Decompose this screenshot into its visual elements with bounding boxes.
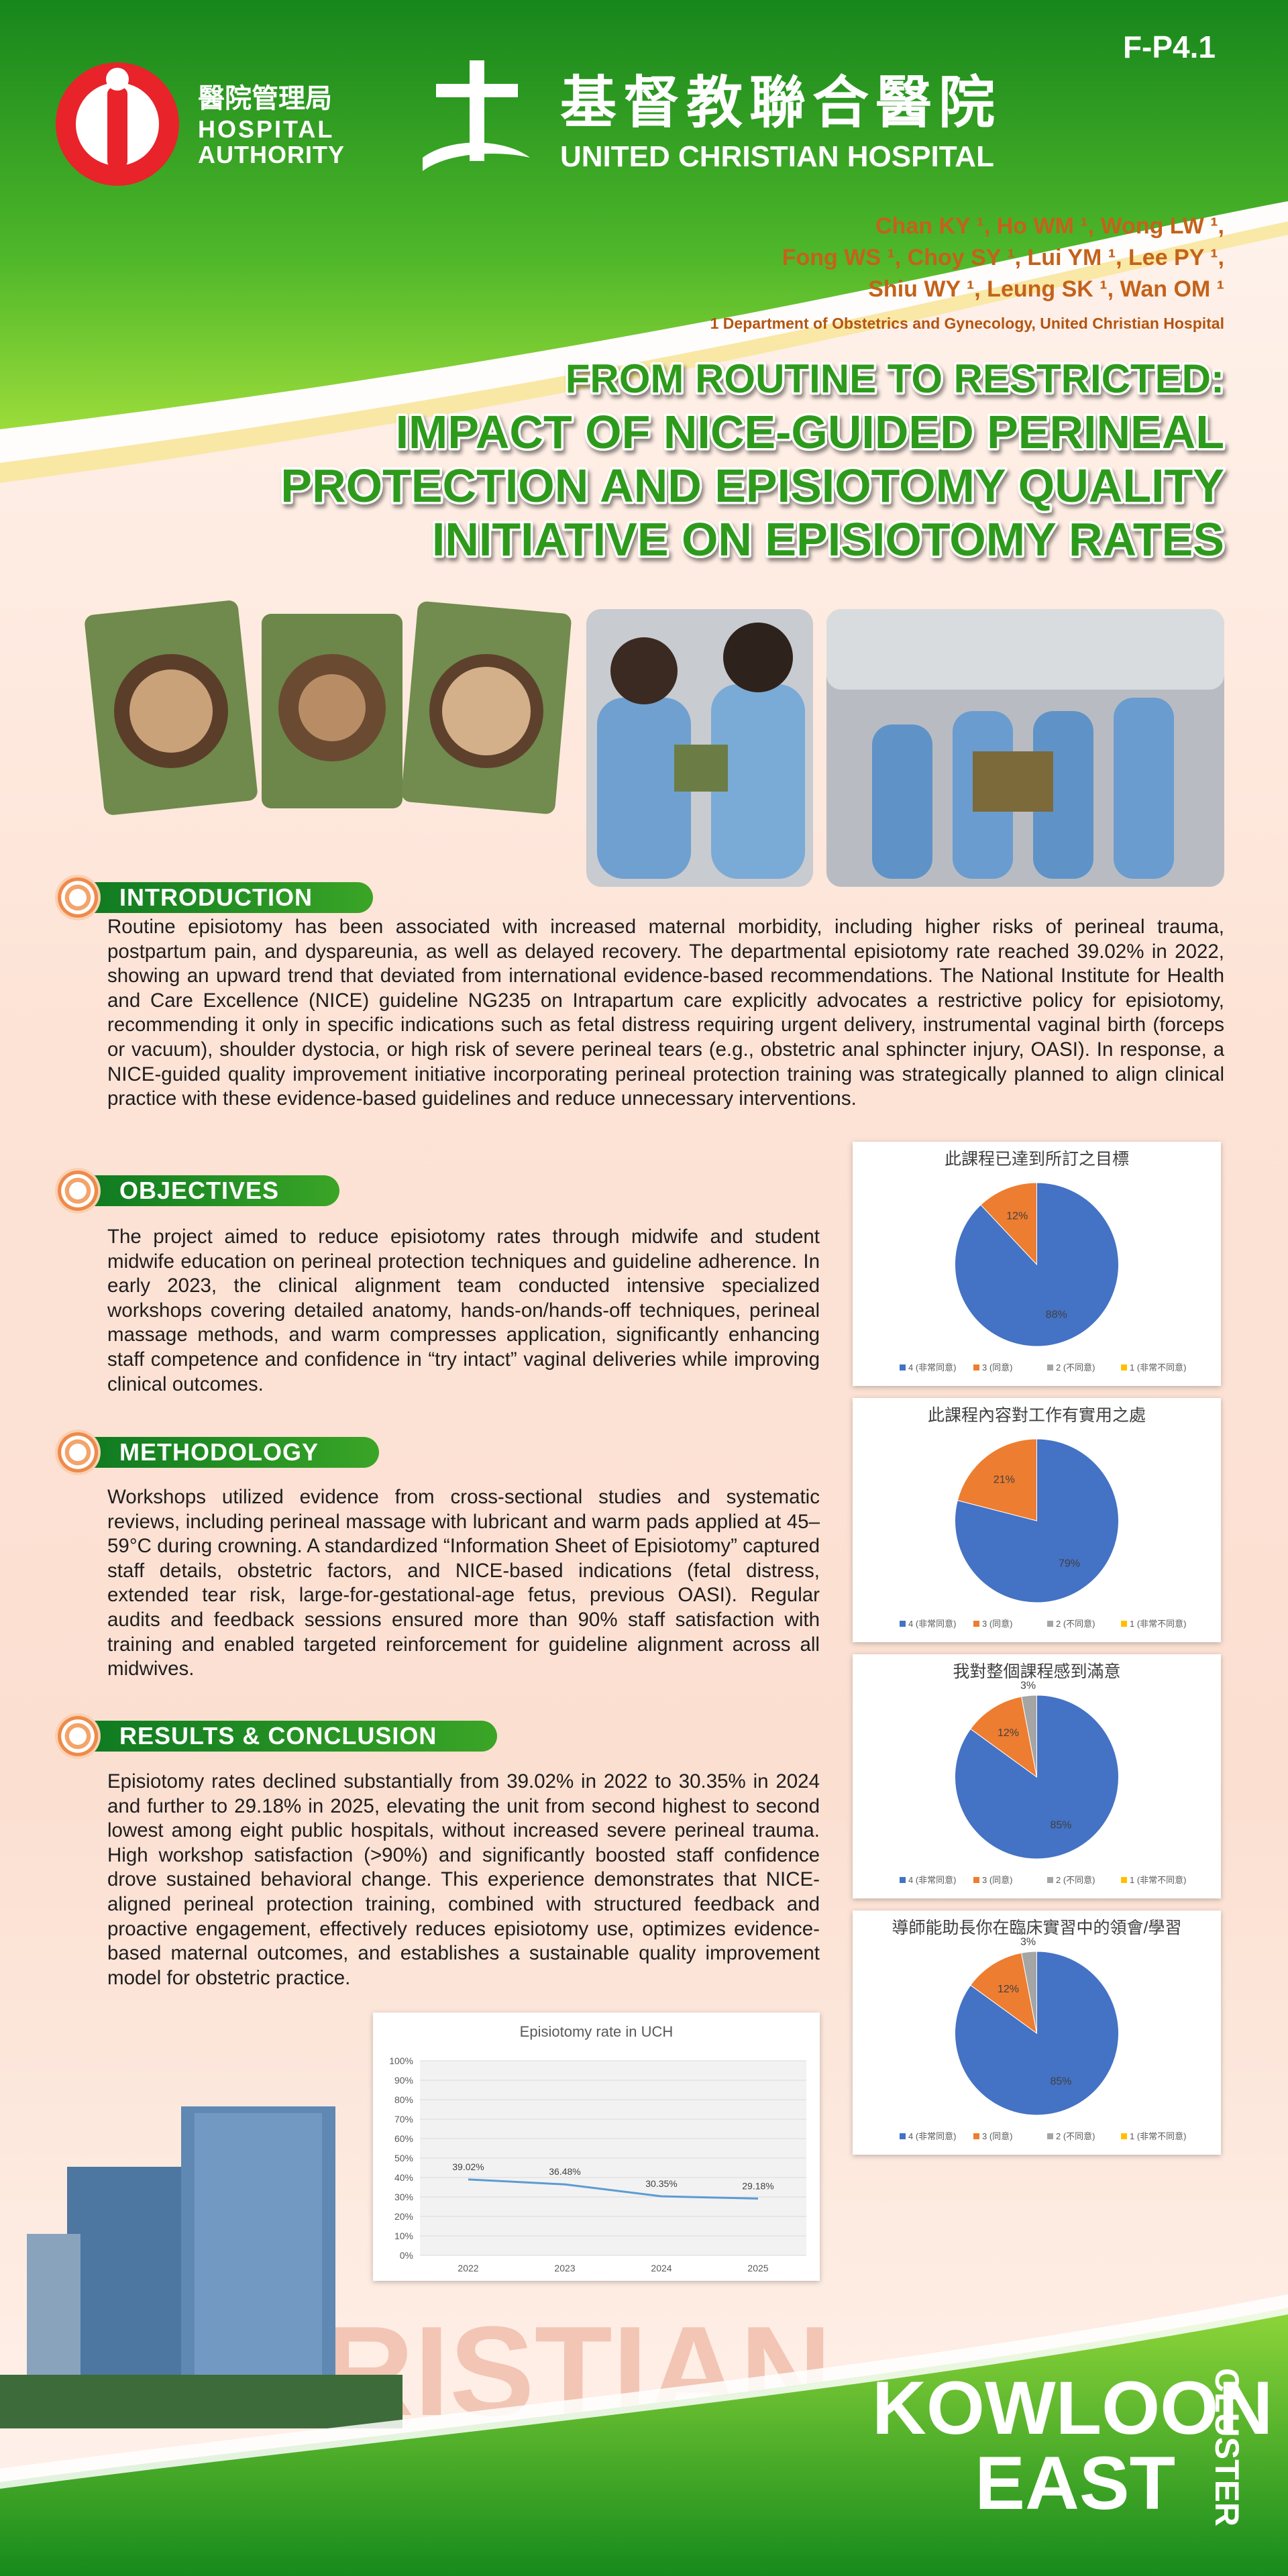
photo-pads bbox=[85, 600, 572, 815]
authors: Shiu WY ¹, Leung SK ¹, Wan OM ¹ bbox=[868, 276, 1224, 302]
section-heading: RESULTS & CONCLUSION bbox=[89, 1721, 498, 1752]
title-line: INITIATIVE ON EPISIOTOMY RATES bbox=[432, 513, 1224, 566]
poster-code: F-P4.1 bbox=[1123, 30, 1216, 64]
footer-stripe bbox=[0, 2294, 1288, 2489]
ha-name-zh: 醫院管理局 bbox=[198, 84, 332, 113]
title-line: IMPACT OF NICE-GUIDED PERINEAL bbox=[396, 406, 1224, 458]
footer-text: KOWLOON bbox=[872, 2366, 1273, 2450]
uch-logo bbox=[423, 142, 530, 171]
section-heading: OBJECTIVES bbox=[89, 1175, 340, 1206]
section-icon bbox=[58, 1716, 98, 1756]
title-line: FROM ROUTINE TO RESTRICTED: bbox=[566, 356, 1224, 401]
authors: Chan KY ¹, Ho WM ¹, Wong LW ¹, bbox=[875, 213, 1224, 239]
section-icon bbox=[58, 1432, 98, 1472]
section-heading: METHODOLOGY bbox=[89, 1437, 379, 1468]
section-body: Workshops utilized evidence from cross-s… bbox=[107, 1486, 820, 1680]
uch-name-en: UNITED CHRISTIAN HOSPITAL bbox=[560, 140, 994, 173]
photo-training bbox=[586, 609, 813, 887]
header-stripe bbox=[0, 201, 1288, 463]
section-body: Routine episiotomy has been associated w… bbox=[107, 916, 1224, 1110]
ha-logo bbox=[106, 68, 129, 91]
footer-side: CLUSTER bbox=[1208, 2368, 1246, 2526]
section-icon bbox=[58, 1171, 98, 1211]
header-wave bbox=[0, 0, 1288, 429]
uch-logo bbox=[436, 84, 518, 97]
section-header: OBJECTIVES bbox=[58, 1171, 340, 1211]
footer-wave bbox=[0, 2308, 1288, 2576]
affiliation: 1 Department of Obstetrics and Gynecolog… bbox=[710, 315, 1224, 332]
section-header: METHODOLOGY bbox=[58, 1432, 379, 1472]
section-header: RESULTS & CONCLUSION bbox=[58, 1716, 498, 1756]
ha-logo bbox=[107, 87, 127, 168]
photo-workshop bbox=[826, 609, 1224, 887]
section-body: Episiotomy rates declined substantially … bbox=[107, 1770, 820, 1989]
header-stripe bbox=[0, 221, 1288, 483]
section-header: INTRODUCTION bbox=[58, 877, 373, 918]
title-line: PROTECTION AND EPISIOTOMY QUALITY bbox=[280, 460, 1224, 512]
section-heading: INTRODUCTION bbox=[89, 882, 373, 913]
section-icon bbox=[58, 877, 98, 918]
footer-text: EAST bbox=[975, 2441, 1175, 2525]
ha-name-en: AUTHORITY bbox=[198, 141, 345, 168]
uch-name-zh: 基督教聯合醫院 bbox=[560, 71, 1002, 134]
building bbox=[0, 2106, 402, 2428]
section-body: The project aimed to reduce episiotomy r… bbox=[107, 1226, 820, 1395]
ha-name-en: HOSPITAL bbox=[198, 115, 334, 143]
authors: Fong WS ¹, Choy SY ¹, Lui YM ¹, Lee PY ¹… bbox=[782, 245, 1224, 270]
